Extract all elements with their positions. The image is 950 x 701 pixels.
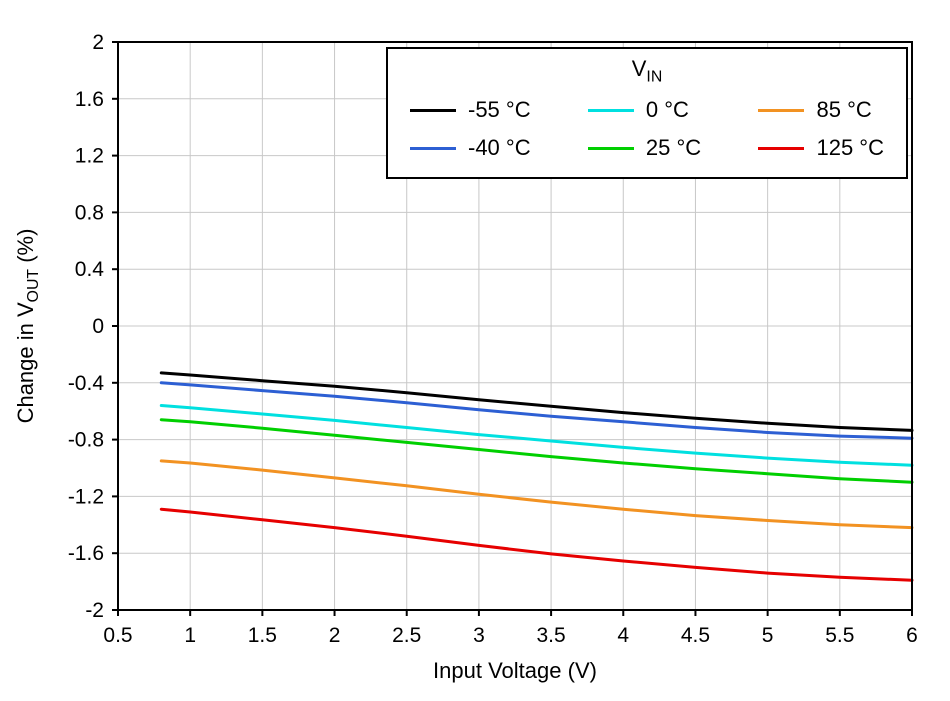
y-tick-label: 0 <box>92 315 104 338</box>
series-group <box>159 371 914 582</box>
y-tick-label: 2 <box>92 31 104 54</box>
x-tick-label: 3 <box>473 624 485 647</box>
y-axis-title-text: Change in V <box>12 302 38 424</box>
legend-swatch <box>587 146 634 150</box>
legend-swatch <box>410 146 456 150</box>
legend-item: 25 °C <box>587 135 702 161</box>
legend-label: 25 °C <box>645 135 702 161</box>
series-line <box>159 381 914 440</box>
y-tick-label: -1.2 <box>68 485 104 508</box>
x-tick-label: 6 <box>906 624 918 647</box>
y-axis-title: Change in VOUT (%) <box>13 229 43 424</box>
x-tick-label: 0.5 <box>103 624 132 647</box>
legend-item: 85 °C <box>758 97 884 123</box>
x-tick-label: 1 <box>184 624 196 647</box>
x-tick-label: 2 <box>329 624 341 647</box>
legend-swatch <box>410 108 456 112</box>
series-line <box>159 418 914 484</box>
legend-title: VIN <box>631 56 663 86</box>
x-tick-label: 2.5 <box>392 624 421 647</box>
legend-swatch <box>587 108 634 112</box>
legend-item: -55 °C <box>410 97 531 123</box>
y-tick-label: 0.4 <box>75 258 105 281</box>
tick-marks <box>112 41 913 616</box>
legend-label: -40 °C <box>468 135 531 161</box>
x-tick-label: 1.5 <box>248 624 277 647</box>
y-tick-label: -0.8 <box>68 429 104 452</box>
x-tick-label: 3.5 <box>536 624 565 647</box>
y-tick-label: 1.2 <box>75 145 104 168</box>
y-tick-label: -2 <box>85 599 104 622</box>
series-line <box>159 507 914 582</box>
y-tick-label: -1.6 <box>68 542 104 565</box>
series-line <box>159 371 914 432</box>
tick-labels: 0.5 1 1.5 2 2.5 3 3.5 4 4.5 5 5.5 6 2 1.6 1.2 0.8 0.4 0 -0… <box>68 31 918 647</box>
legend-label: -55 °C <box>468 97 531 123</box>
legend-item: 125 °C <box>758 135 884 161</box>
legend-item: -40 °C <box>410 135 531 161</box>
series-line <box>159 459 914 530</box>
legend-item: 0 °C <box>587 97 701 123</box>
y-tick-label: -0.4 <box>68 372 105 395</box>
x-tick-label: 4.5 <box>681 624 710 647</box>
legend-label: 125 °C <box>816 135 884 161</box>
legend-swatch <box>758 146 805 150</box>
legend: VIN -55 °C -40 °C 0 °C 25 °C 85 °C 125 °C <box>386 47 908 180</box>
y-axis-title-sub: OUT <box>25 268 43 303</box>
x-tick-label: 5 <box>762 624 774 647</box>
legend-label: 0 °C <box>645 97 689 123</box>
series-line <box>159 404 914 467</box>
x-tick-label: 5.5 <box>825 624 854 647</box>
y-tick-label: 0.8 <box>75 201 104 224</box>
y-axis-title-unit: (%) <box>12 228 38 269</box>
legend-items: -55 °C -40 °C 0 °C 25 °C 85 °C 125 °C <box>388 91 906 167</box>
legend-swatch <box>758 108 805 112</box>
legend-label: 85 °C <box>816 97 872 123</box>
x-tick-label: 4 <box>617 624 629 647</box>
y-tick-label: 1.6 <box>75 88 104 111</box>
x-axis-title: Input Voltage (V) <box>433 658 597 683</box>
